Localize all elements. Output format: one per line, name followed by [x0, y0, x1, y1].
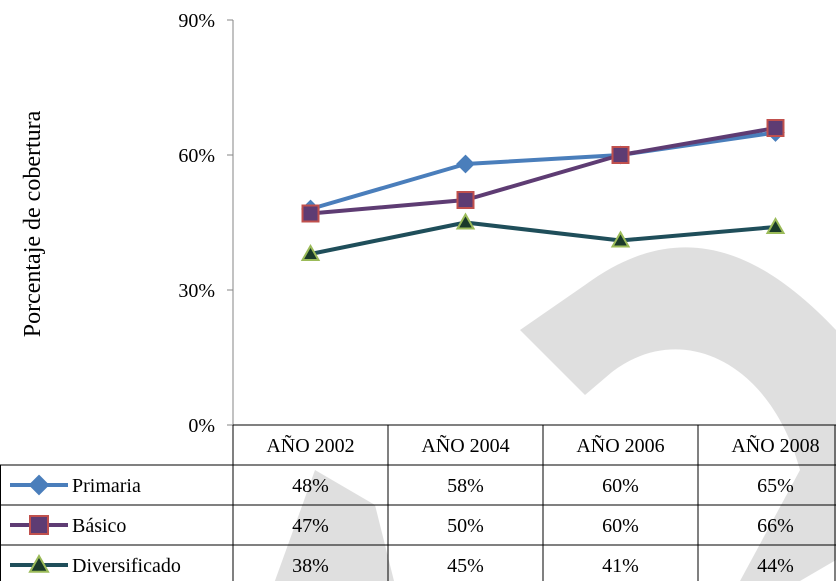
data-label: 58%: [447, 475, 484, 497]
y-axis-ticks: 0% 30% 60% 90%: [178, 10, 215, 437]
data-label: 38%: [292, 555, 329, 577]
watermark-d-shape: [274, 247, 836, 581]
data-point: [766, 119, 785, 137]
x-tick-label: AÑO 2008: [731, 433, 819, 457]
data-point: [610, 230, 631, 248]
data-label: 47%: [292, 515, 329, 537]
data-point: [300, 243, 321, 261]
data-label: 41%: [602, 555, 639, 577]
y-tick-label: 90%: [178, 10, 215, 32]
y-tick-label: 60%: [178, 145, 215, 167]
legend-label: Diversificado: [72, 555, 181, 577]
data-point: [301, 204, 320, 223]
data-label: 60%: [602, 475, 639, 497]
x-tick-label: AÑO 2004: [421, 433, 509, 457]
x-tick-label: AÑO 2006: [576, 433, 664, 457]
series-markers: [300, 119, 786, 261]
legend-key-primaria: [10, 474, 68, 496]
data-label: 48%: [292, 475, 329, 497]
data-label: 44%: [757, 555, 794, 577]
data-label: 66%: [757, 515, 794, 537]
x-tick-label: AÑO 2002: [266, 433, 354, 457]
data-label: 65%: [757, 475, 794, 497]
data-point: [765, 216, 786, 234]
data-label: 60%: [602, 515, 639, 537]
legend-marker: [29, 515, 49, 535]
series-line-básico: [310, 126, 776, 216]
legend-label: Primaria: [72, 475, 141, 497]
y-axis-title: Porcentaje de cobertura: [20, 110, 46, 337]
data-label: 50%: [447, 515, 484, 537]
axes: [227, 19, 234, 426]
data-table: AÑO 2002 AÑO 2004 AÑO 2006 AÑO 2008 Primaria…: [0, 424, 836, 581]
legend-key-básico: [10, 515, 68, 535]
data-point: [611, 146, 630, 164]
data-point: [455, 212, 476, 230]
series-line-diversificado: [310, 220, 776, 256]
y-tick-label: 0%: [188, 415, 215, 437]
legend-label: Básico: [72, 515, 126, 537]
series-line-primaria: [309, 130, 776, 211]
y-tick-label: 30%: [178, 280, 215, 302]
data-point: [456, 154, 475, 174]
legend-key-diversificado: [10, 553, 68, 573]
watermark: [274, 247, 836, 581]
legend-marker: [28, 553, 50, 573]
data-point: [456, 191, 475, 209]
data-label: 45%: [447, 555, 484, 577]
legend-marker: [28, 474, 50, 496]
series-lines: [309, 126, 776, 256]
